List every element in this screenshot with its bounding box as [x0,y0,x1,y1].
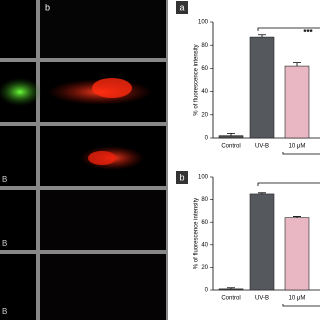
x-tick-label: Control [221,144,240,150]
group-bracket [282,152,320,155]
micrograph [0,0,36,58]
error-bar [258,34,266,38]
bar [284,65,310,139]
column-label: b [45,2,50,12]
panel-label: b [179,172,184,182]
green-fluorescence [0,78,42,106]
bar [218,288,244,291]
y-tick-label: 0 [205,288,209,294]
bar [249,36,275,139]
error-bar [258,192,266,194]
x-tick-label: Control [221,296,240,302]
micrographs: b B B B [0,0,166,320]
y-tick-label: 20 [201,265,208,271]
panel-label: a [179,2,184,12]
y-tick-label: 80 [201,43,208,49]
y-tick-label: 0 [205,136,209,142]
error-bar [227,287,235,289]
panel-label-box [176,1,188,14]
panel-label-box [176,171,188,184]
micrograph [0,190,36,250]
micrograph [40,0,166,58]
y-axis-label: % of fluorescence intensity [194,198,200,269]
x-tick-label: UV-B [255,144,269,150]
micrograph [0,126,36,186]
bar [284,217,310,291]
charts: a % of fluorescence intensity 0 20 40 60 80 100… [176,1,320,307]
significance-line [257,27,320,31]
row-label: B [2,307,7,316]
x-tick-label: 10 μM [289,144,306,150]
red-fluorescence [88,151,116,165]
micrograph [40,190,166,250]
x-tick-label: 10 μM [289,296,306,302]
significance: *** [303,28,313,37]
significance-line [257,182,320,186]
y-tick-label: 40 [201,242,208,248]
y-tick-label: 40 [201,89,208,95]
y-tick-label: 60 [201,220,208,226]
y-tick-label: 100 [198,20,209,26]
y-tick-label: 20 [201,112,208,118]
y-tick-label: 80 [201,197,208,203]
error-bar [293,216,301,218]
bar [218,135,244,139]
bar [249,193,275,291]
error-bar [227,132,235,136]
micrograph [0,254,36,320]
y-tick-label: 100 [198,175,209,181]
row-label: B [2,239,7,248]
micrograph [40,254,166,320]
red-fluorescence [92,78,132,98]
x-tick-label: UV-B [255,296,269,302]
group-bracket [282,304,320,307]
y-tick-label: 60 [201,66,208,72]
error-bar [293,62,301,67]
row-label: B [2,175,7,184]
y-axis-label: % of fluorescence intensity [194,44,200,115]
